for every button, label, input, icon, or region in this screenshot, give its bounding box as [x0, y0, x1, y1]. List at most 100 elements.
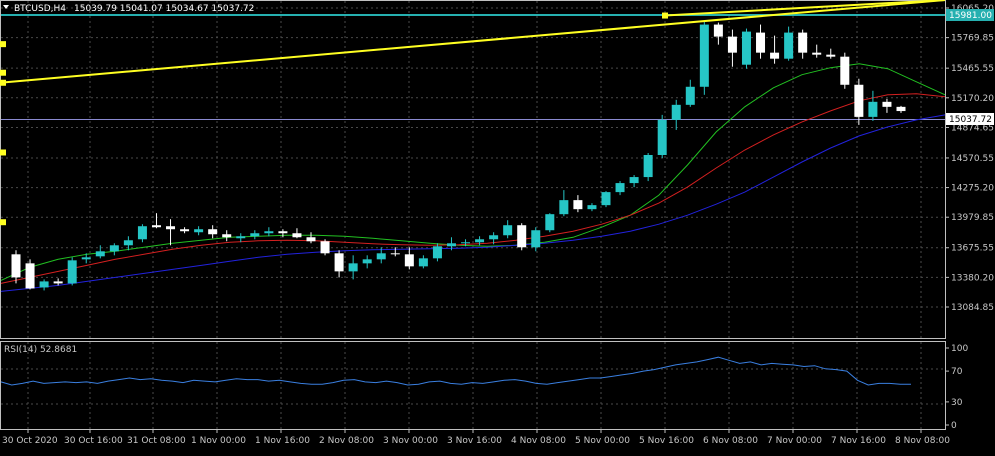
- bullish-candle: [657, 119, 667, 155]
- bullish-candle: [67, 260, 77, 284]
- bullish-candle: [643, 154, 653, 178]
- symbol-label: BTCUSD,H4: [14, 4, 66, 14]
- bearish-candle: [756, 32, 766, 53]
- time-tick-label: 6 Nov 08:00: [703, 436, 758, 446]
- moving-average-line: [0, 63, 946, 281]
- bearish-candle: [882, 101, 892, 107]
- bullish-candle: [376, 253, 386, 260]
- moving-average-line: [0, 114, 946, 292]
- bullish-candle: [418, 258, 428, 267]
- bullish-candle: [95, 251, 105, 257]
- chart-header: BTCUSD,H4 15039.79 15041.07 15034.67 150…: [3, 4, 254, 14]
- bearish-candle: [25, 263, 35, 289]
- rsi-tick-label: 70: [951, 367, 963, 377]
- time-axis[interactable]: 30 Oct 2020 30 Oct 16:00 31 Oct 08:00 1 Nov…: [2, 429, 950, 446]
- bearish-candle: [573, 200, 583, 210]
- rsi-tick-label: 30: [951, 398, 963, 408]
- bullish-candle: [446, 243, 456, 247]
- bullish-candle: [475, 239, 485, 243]
- price-tick-label: 13979.85: [951, 213, 994, 223]
- bullish-candle: [489, 235, 499, 240]
- time-tick-label: 7 Nov 16:00: [831, 436, 886, 446]
- bearish-candle: [770, 52, 780, 59]
- bullish-candle: [432, 246, 442, 259]
- candlesticks: [11, 21, 906, 291]
- price-tick-label: 13675.55: [951, 244, 994, 254]
- time-tick-label: 2 Nov 08:00: [319, 436, 374, 446]
- grid-lines: [1, 1, 945, 429]
- rsi-axis: 100 70 30 0: [945, 344, 968, 431]
- bearish-candle: [151, 225, 161, 228]
- bearish-candle: [798, 32, 808, 53]
- bearish-candle: [896, 106, 906, 112]
- bullish-candle: [699, 24, 709, 87]
- time-tick-label: 1 Nov 00:00: [191, 436, 246, 446]
- time-tick-label: 31 Oct 08:00: [127, 436, 186, 446]
- rsi-pane-frame: [0, 341, 946, 430]
- bullish-candle: [545, 214, 555, 231]
- rsi-tick-label: 100: [951, 344, 968, 354]
- bearish-candle: [390, 253, 400, 255]
- time-tick-label: 3 Nov 00:00: [383, 436, 438, 446]
- bullish-candle: [123, 240, 133, 246]
- time-tick-label: 5 Nov 00:00: [575, 436, 630, 446]
- bullish-candle: [362, 259, 372, 264]
- price-tick-label: 15465.55: [951, 64, 994, 74]
- bearish-candle: [166, 226, 176, 230]
- time-tick-label: 5 Nov 16:00: [639, 436, 694, 446]
- moving-average-line: [0, 93, 946, 284]
- bearish-candle: [53, 281, 63, 284]
- bearish-candle: [826, 54, 836, 57]
- main-pane-frame: [0, 0, 946, 339]
- time-tick-label: 3 Nov 16:00: [447, 436, 502, 446]
- bearish-candle: [334, 253, 344, 272]
- price-tick-label: 13380.20: [951, 273, 994, 283]
- bullish-candle: [250, 233, 260, 237]
- bullish-candle: [601, 192, 611, 206]
- dropdown-arrow-icon[interactable]: [3, 5, 9, 9]
- bullish-candle: [559, 200, 569, 215]
- bearish-candle: [11, 254, 21, 278]
- bullish-candle: [109, 245, 119, 252]
- price-tick-label: 14874.65: [951, 123, 994, 133]
- trendline-anchor: [0, 41, 6, 48]
- bullish-candle: [671, 104, 681, 120]
- trendline-anchor: [0, 219, 6, 226]
- bullish-candle: [629, 177, 639, 184]
- moving-averages: [0, 63, 946, 292]
- bearish-candle: [292, 233, 302, 238]
- bullish-candle: [784, 32, 794, 59]
- rsi-label: RSI(14) 52.8681: [4, 345, 77, 355]
- bearish-candle: [727, 36, 737, 53]
- trendline-anchor: [0, 79, 6, 86]
- price-tick-label: 13084.85: [951, 303, 994, 313]
- bullish-candle: [615, 183, 625, 193]
- bullish-candle: [137, 226, 147, 240]
- marker-level-value: 15981.00: [949, 11, 992, 21]
- price-axis[interactable]: 16065.2015769.8515465.5515170.2014874.65…: [945, 4, 994, 313]
- price-tick-label: 15769.85: [951, 34, 994, 44]
- rsi-tick-label: 0: [951, 421, 957, 431]
- price-tick-label: 14275.20: [951, 184, 994, 194]
- trendline: [664, 0, 946, 17]
- time-tick-label: 8 Nov 08:00: [895, 436, 950, 446]
- price-tick-label: 14570.55: [951, 154, 994, 164]
- ohlc-readout: 15039.79 15041.07 15034.67 15037.72: [74, 4, 254, 14]
- bearish-candle: [306, 237, 316, 242]
- bearish-candle: [222, 234, 232, 238]
- bullish-candle: [587, 205, 597, 210]
- bullish-candle: [81, 257, 91, 260]
- trendline-anchor: [0, 149, 6, 156]
- time-tick-label: 7 Nov 00:00: [767, 436, 822, 446]
- time-tick-label: 1 Nov 16:00: [255, 436, 310, 446]
- rsi-polyline: [0, 356, 911, 386]
- trendlines[interactable]: [0, 0, 946, 226]
- bullish-candle: [39, 281, 49, 288]
- bearish-candle: [208, 229, 218, 235]
- trendline-anchor: [0, 69, 6, 76]
- bullish-candle: [461, 242, 471, 244]
- marker-level-tag: 15981.00: [946, 9, 994, 21]
- rsi-line: [0, 356, 911, 386]
